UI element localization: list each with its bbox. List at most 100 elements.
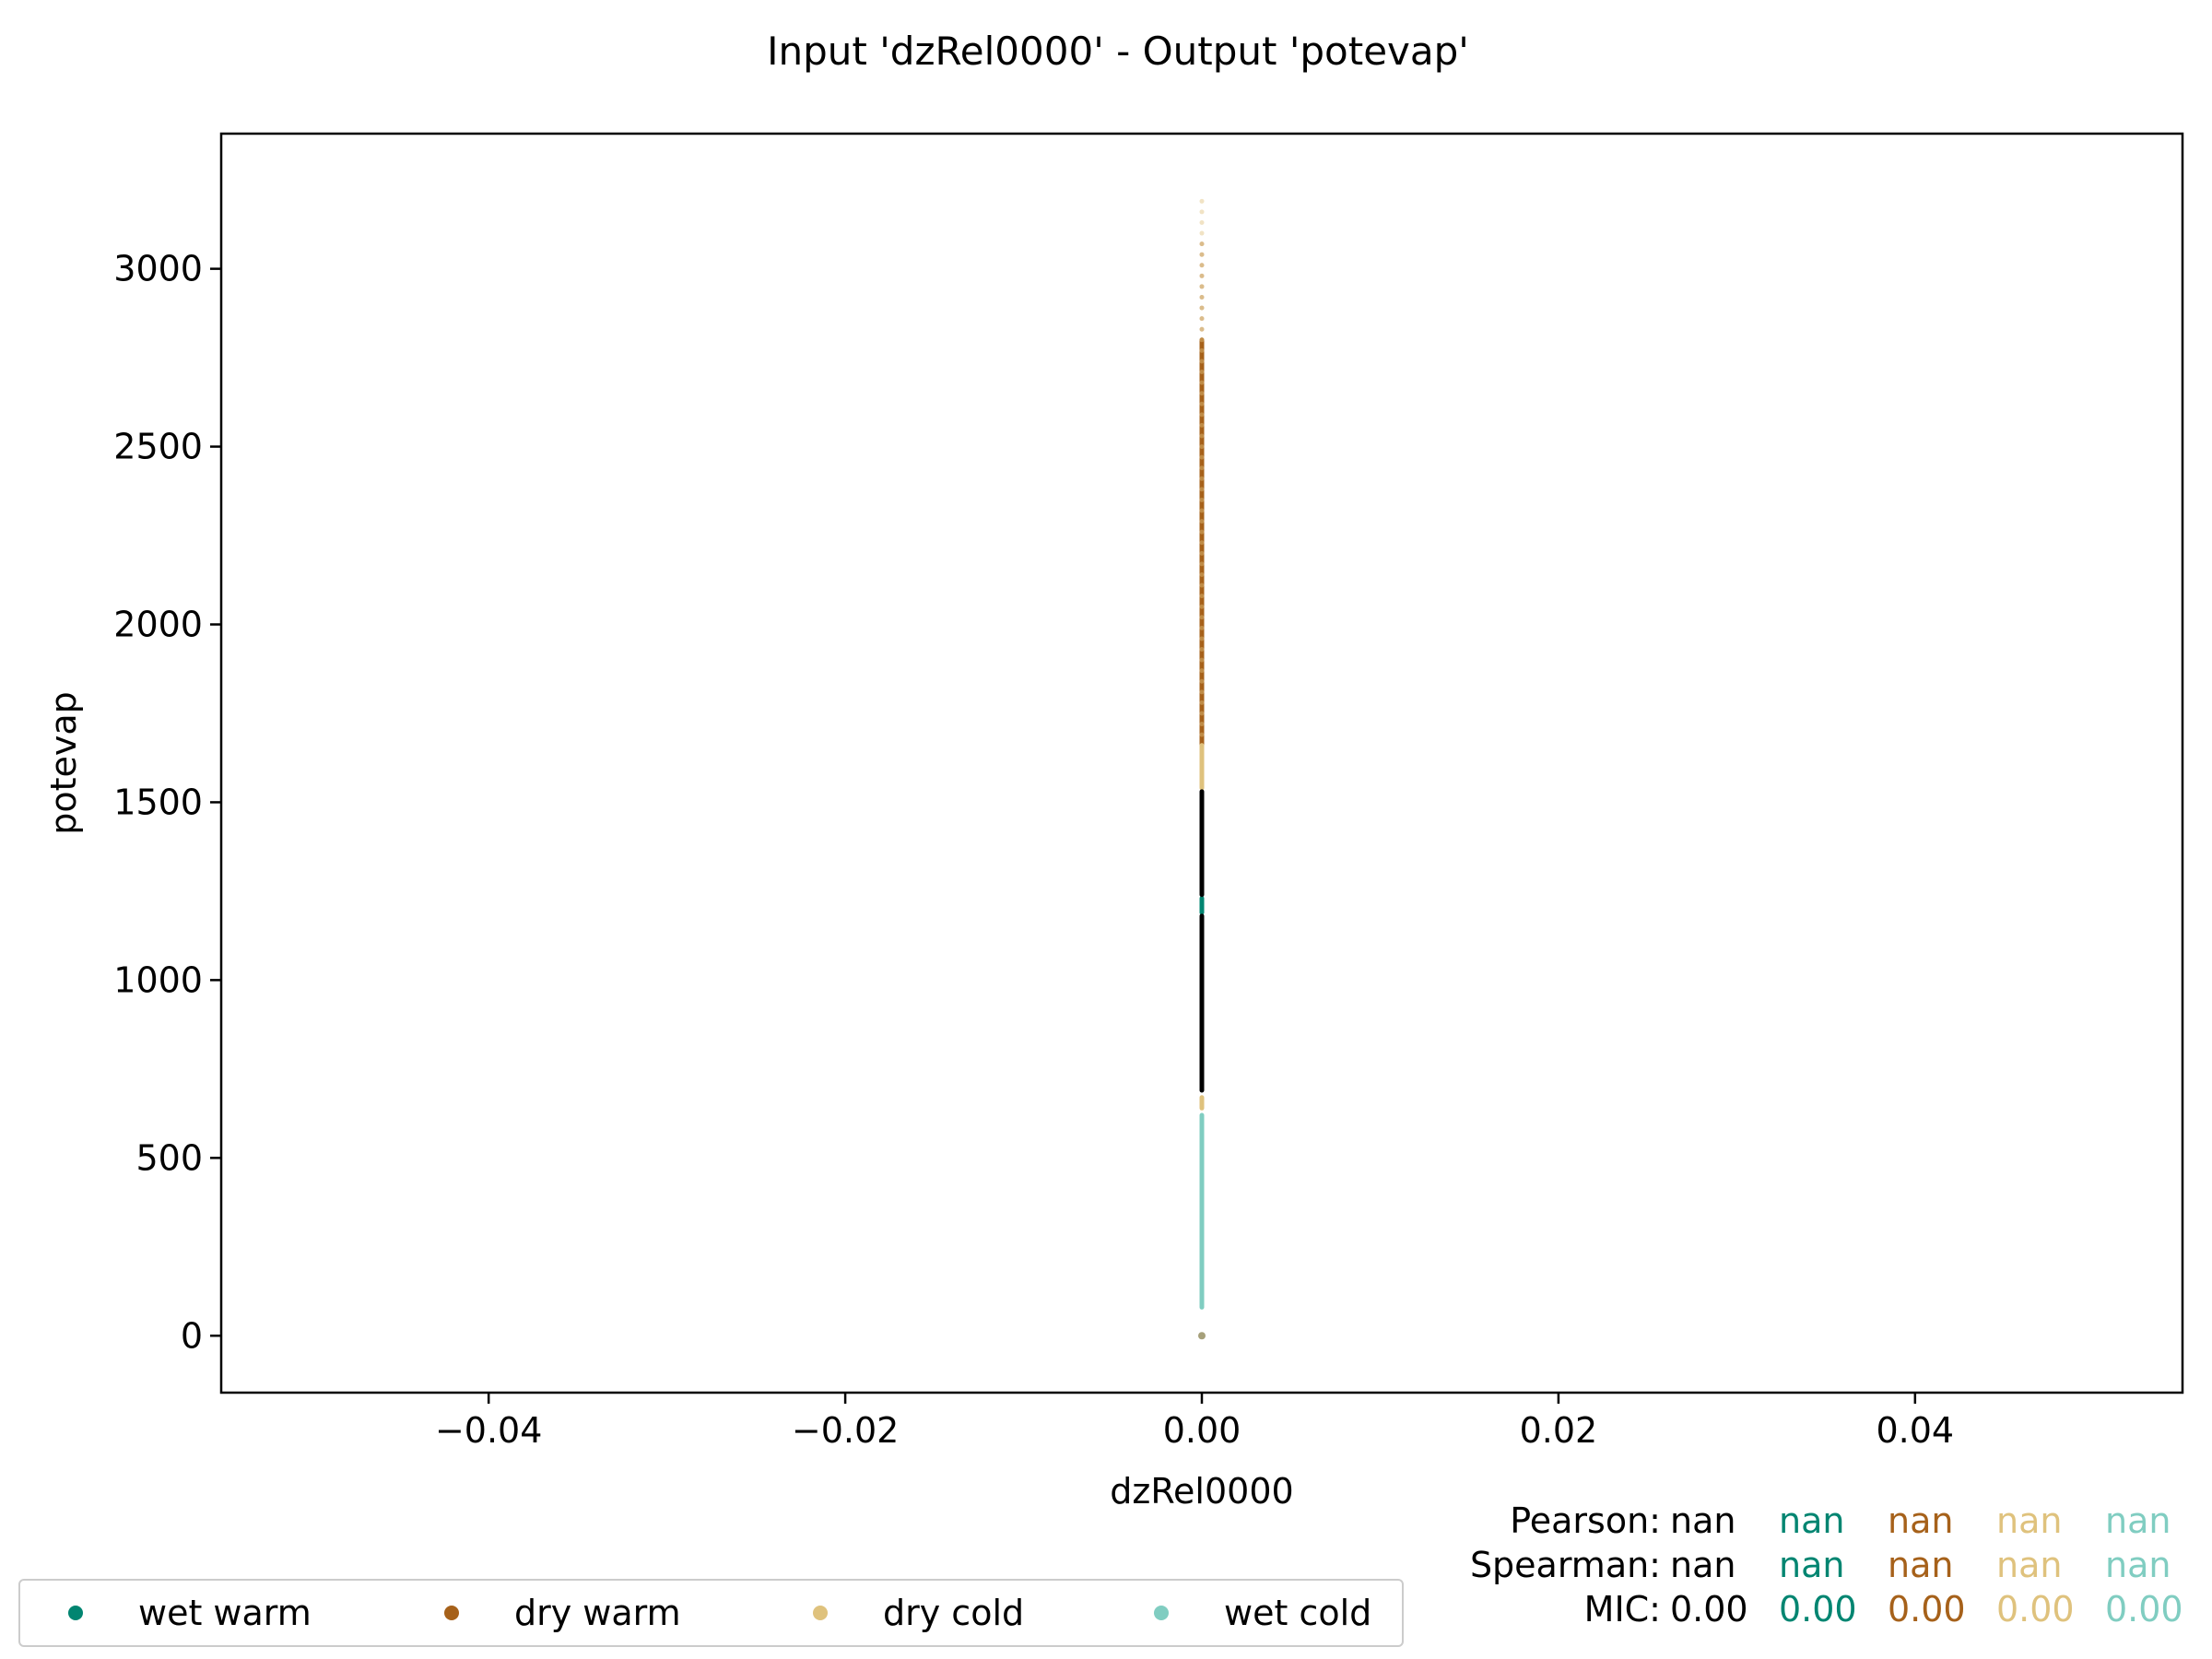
- spearman-value: nan: [1779, 1545, 1845, 1585]
- scatter-point-dry-warm: [1199, 263, 1205, 268]
- legend-marker-dry-cold: [813, 1606, 828, 1620]
- y-tick-label: 3000: [113, 249, 203, 289]
- mic-value: 0.00: [1779, 1589, 1857, 1630]
- scatter-point-dry-warm: [1199, 273, 1205, 278]
- pearson-label: Pearson:: [1510, 1500, 1661, 1541]
- scatter-point-dry-warm: [1199, 252, 1205, 257]
- mic-value: 0.00: [2105, 1589, 2183, 1630]
- scatter-point-dry-cold: [1199, 647, 1205, 653]
- scatter-point-dry-cold: [1199, 326, 1205, 332]
- spearman-value: nan: [1888, 1545, 1954, 1585]
- chart-title: Input 'dzRel0000' - Output 'potevap': [767, 29, 1469, 74]
- x-tick-label: −0.02: [792, 1410, 899, 1451]
- scatter-point-dry-cold: [1199, 263, 1205, 268]
- scatter-point-dry-cold: [1199, 412, 1205, 418]
- scatter-point-dry-cold: [1199, 540, 1205, 546]
- scatter-point-dry-cold: [1199, 604, 1205, 609]
- scatter-point-dry-cold: [1199, 454, 1205, 460]
- legend-label-dry-warm: dry warm: [514, 1593, 681, 1633]
- scatter-point-dry-cold: [1199, 198, 1205, 204]
- spearman-value: nan: [2105, 1545, 2171, 1585]
- scatter-point-dry-cold: [1199, 497, 1205, 502]
- spearman-label: Spearman:: [1469, 1545, 1661, 1585]
- legend-item-dry-cold: dry cold: [813, 1581, 1024, 1645]
- scatter-point-dry-cold: [1199, 689, 1205, 695]
- y-axis: 0 500 1000 1500 2000 2500 3000: [113, 249, 221, 1356]
- scatter-point-dry-cold: [1199, 391, 1205, 396]
- legend-label-wet-warm: wet warm: [138, 1593, 312, 1633]
- scatter-point-dry-cold: [1199, 571, 1205, 577]
- scatter-point-dry-cold: [1199, 316, 1205, 322]
- y-tick-label: 500: [135, 1137, 203, 1178]
- scatter-point-dry-warm: [1199, 305, 1205, 311]
- scatter-point-dry-cold: [1199, 519, 1205, 524]
- scatter-point-dry-cold: [1199, 700, 1205, 705]
- spearman-value: nan: [1670, 1545, 1736, 1585]
- scatter-point-dry-cold: [1199, 295, 1205, 300]
- x-tick-label: 0.04: [1877, 1410, 1955, 1451]
- scatter-point-dry-warm: [1199, 337, 1205, 343]
- scatter-point-dry-warm: [1199, 241, 1205, 247]
- scatter-point-dry-cold: [1199, 359, 1205, 364]
- scatter-point-dry-cold: [1199, 732, 1205, 737]
- scatter-point-dry-cold: [1199, 657, 1205, 663]
- scatter-point-dry-cold: [1199, 422, 1205, 428]
- scatter-point-dry-cold: [1199, 594, 1205, 599]
- y-tick-label: 1500: [113, 782, 203, 822]
- scatter-point-zero: [1198, 1332, 1206, 1340]
- y-axis-label: potevap: [43, 691, 84, 835]
- y-tick-label: 2000: [113, 605, 203, 645]
- data-marks: [1198, 198, 1206, 1340]
- scatter-point-dry-cold: [1199, 550, 1205, 556]
- scatter-point-dry-cold: [1199, 305, 1205, 311]
- scatter-point-dry-cold: [1199, 625, 1205, 630]
- scatter-point-dry-cold: [1199, 561, 1205, 567]
- scatter-point-dry-cold: [1199, 615, 1205, 620]
- scatter-point-dry-cold: [1199, 487, 1205, 492]
- scatter-point-dry-warm: [1199, 284, 1205, 289]
- x-axis-label: dzRel0000: [1110, 1471, 1293, 1512]
- scatter-point-dry-cold: [1199, 465, 1205, 471]
- pearson-value: nan: [1779, 1500, 1845, 1541]
- scatter-point-dry-cold: [1199, 337, 1205, 343]
- scatter-point-dry-warm: [1199, 326, 1205, 332]
- pearson-value: nan: [1670, 1500, 1736, 1541]
- legend-marker-dry-warm: [444, 1606, 459, 1620]
- scatter-point-dry-cold: [1199, 722, 1205, 727]
- scatter-point-dry-cold: [1199, 252, 1205, 257]
- scatter-point-dry-cold: [1199, 230, 1205, 236]
- x-tick-label: 0.02: [1520, 1410, 1598, 1451]
- scatter-point-dry-cold: [1199, 273, 1205, 278]
- legend-item-wet-cold: wet cold: [1154, 1581, 1371, 1645]
- legend-marker-wet-cold: [1154, 1606, 1169, 1620]
- scatter-point-dry-cold: [1199, 380, 1205, 385]
- scatter-point-dry-cold: [1199, 347, 1205, 353]
- scatter-point-dry-cold: [1199, 241, 1205, 247]
- pearson-value: nan: [2105, 1500, 2171, 1541]
- y-tick-label: 0: [181, 1315, 203, 1356]
- scatter-point-dry-cold: [1199, 678, 1205, 684]
- y-tick-label: 1000: [113, 959, 203, 1000]
- legend-label-dry-cold: dry cold: [883, 1593, 1025, 1633]
- scatter-point-dry-cold: [1199, 433, 1205, 439]
- mic-label: MIC:: [1583, 1589, 1661, 1630]
- scatter-point-dry-cold: [1199, 209, 1205, 215]
- y-tick-label: 2500: [113, 427, 203, 467]
- scatter-point-dry-cold: [1199, 508, 1205, 513]
- x-tick-label: −0.04: [435, 1410, 542, 1451]
- legend: wet warm dry warm dry cold wet cold: [18, 1579, 1404, 1647]
- scatter-point-dry-cold: [1199, 284, 1205, 289]
- scatter-point-dry-cold: [1199, 529, 1205, 535]
- legend-item-wet-warm: wet warm: [68, 1581, 312, 1645]
- pearson-value: nan: [1888, 1500, 1954, 1541]
- spearman-value: nan: [1996, 1545, 2063, 1585]
- scatter-point-dry-cold: [1199, 219, 1205, 225]
- scatter-point-dry-cold: [1199, 444, 1205, 450]
- legend-item-dry-warm: dry warm: [444, 1581, 681, 1645]
- scatter-point-dry-cold: [1199, 636, 1205, 641]
- legend-label-wet-cold: wet cold: [1224, 1593, 1372, 1633]
- mic-value: 0.00: [1670, 1589, 1748, 1630]
- scatter-point-dry-cold: [1199, 476, 1205, 481]
- mic-value: 0.00: [1996, 1589, 2075, 1630]
